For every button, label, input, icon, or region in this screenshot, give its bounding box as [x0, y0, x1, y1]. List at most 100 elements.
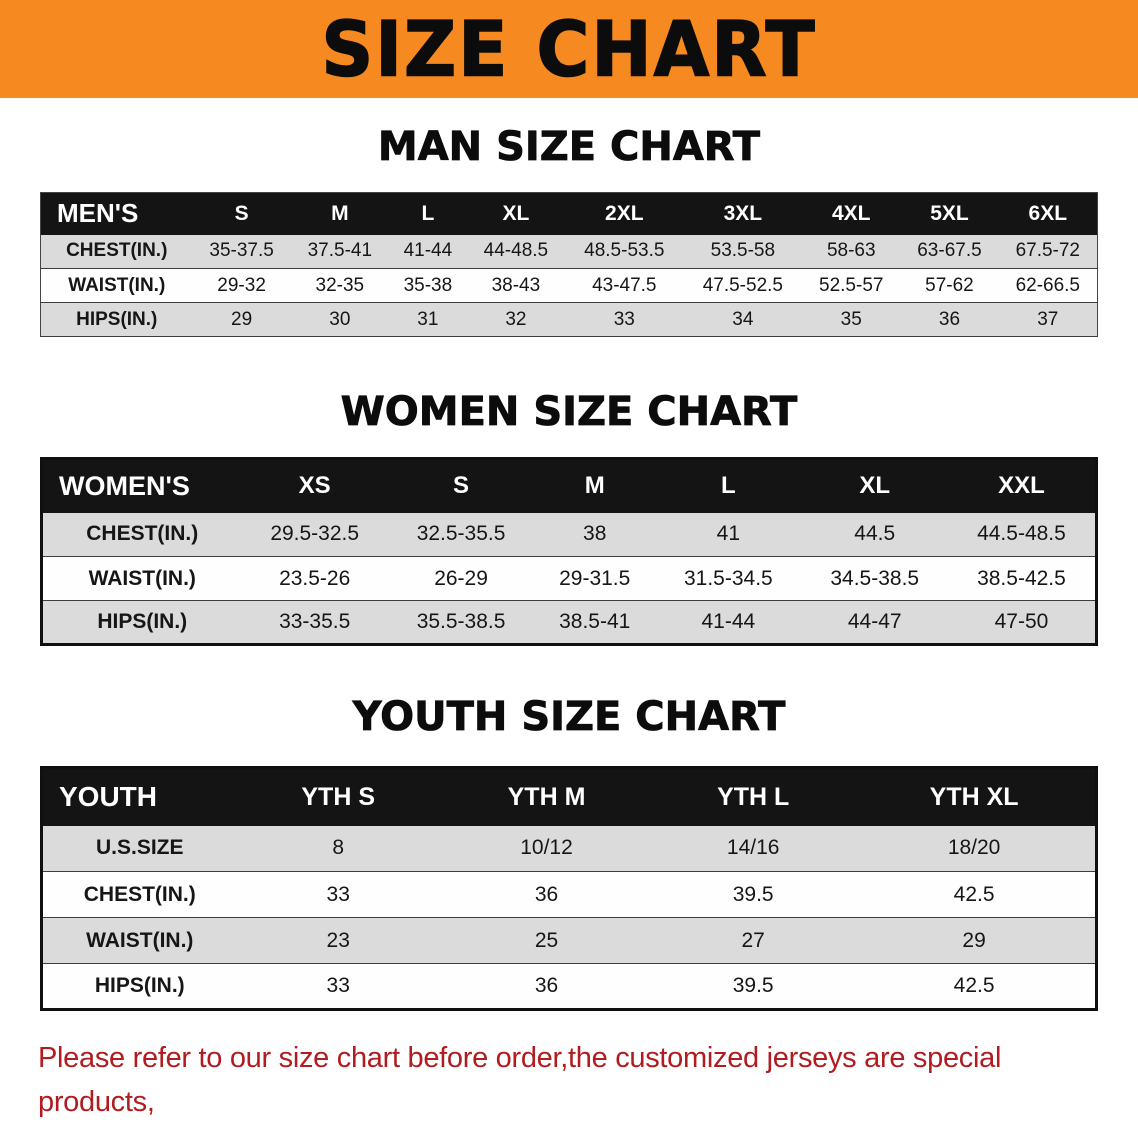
- measurement-label: HIPS(IN.): [97, 610, 188, 633]
- size-value-cell: 34: [732, 308, 754, 330]
- measurement-label: WAIST(IN.): [86, 928, 194, 952]
- youth-section-heading: YOUTH SIZE CHART: [352, 694, 786, 740]
- size-value-cell: 37: [1037, 308, 1059, 330]
- size-column-header: 4XL: [802, 192, 901, 235]
- size-value-cell: 29-31.5: [559, 566, 631, 590]
- size-column-header: YTH M: [439, 767, 654, 826]
- banner: SIZE CHART: [0, 0, 1138, 98]
- women-section-heading: WOMEN SIZE CHART: [340, 389, 798, 435]
- size-column-header: YTH XL: [853, 767, 1097, 826]
- size-value-cell: 36: [938, 308, 961, 330]
- size-value-cell: 52.5-57: [819, 274, 884, 296]
- measurement-label: CHEST(IN.): [83, 882, 196, 906]
- size-value-cell: 36: [534, 882, 559, 906]
- size-value-cell: 44-47: [847, 610, 902, 633]
- measurement-row: CHEST(IN.) 35-37.5 37.5-41 41-44 44-48.5 48.5…: [40, 234, 1098, 269]
- measurement-row: U.S.SIZE 8 10/12 14/16 18/20: [41, 825, 1097, 872]
- size-value-cell: 33: [326, 974, 350, 997]
- table-corner-label: MEN'S: [40, 192, 193, 235]
- size-column-header: 3XL: [683, 192, 803, 235]
- disclaimer-text: Please refer to our size chart before or…: [38, 1037, 1100, 1132]
- measurement-label: HIPS(IN.): [76, 308, 158, 330]
- size-value-cell: 26-29: [434, 566, 488, 590]
- size-column-header: M: [290, 192, 389, 235]
- size-value-cell: 35-37.5: [209, 240, 274, 262]
- table-head: WOMEN'S XS S M L XL XXL: [41, 458, 1097, 513]
- size-column-header: L: [388, 192, 467, 235]
- measurement-row: HIPS(IN.) 33-35.5 35.5-38.5 38.5-41 41-44 44-…: [41, 600, 1097, 645]
- measurement-label: WAIST(IN.): [68, 274, 166, 296]
- size-column-header: M: [534, 458, 656, 513]
- size-column-header: XL: [466, 192, 566, 235]
- size-value-cell: 35: [840, 308, 862, 330]
- size-value-cell: 47.5-52.5: [702, 274, 783, 296]
- men-size-section: MAN SIZE CHART MEN'S S M L XL 2XL 3XL 4XL 5XL 6XL…: [0, 126, 1138, 337]
- size-column-header: 2XL: [565, 192, 684, 235]
- table-corner-label: YOUTH: [41, 767, 237, 826]
- size-value-cell: 44.5-48.5: [977, 522, 1066, 546]
- measurement-label: CHEST(IN.): [86, 522, 199, 546]
- men-size-table: MEN'S S M L XL 2XL 3XL 4XL 5XL 6XL CHEST(IN.) 35-37…: [40, 192, 1098, 337]
- women-size-section: WOMEN SIZE CHART WOMEN'S XS S M L XL XXL CHEST(…: [0, 391, 1138, 646]
- content: MAN SIZE CHART MEN'S S M L XL 2XL 3XL 4XL 5XL 6XL…: [0, 126, 1138, 1132]
- table-head: MEN'S S M L XL 2XL 3XL 4XL 5XL 6XL: [40, 192, 1098, 235]
- measurement-label: CHEST(IN.): [66, 240, 168, 262]
- size-value-cell: 57-62: [925, 274, 974, 296]
- size-value-cell: 31: [417, 308, 439, 330]
- measurement-row: WAIST(IN.) 29-32 32-35 35-38 38-43 43-47.5 47.…: [40, 268, 1098, 303]
- size-value-cell: 23: [326, 928, 350, 952]
- women-size-table: WOMEN'S XS S M L XL XXL CHEST(IN.) 29.5-32.5 32.5…: [40, 457, 1098, 646]
- size-value-cell: 35-38: [403, 274, 453, 296]
- size-value-cell: 38-43: [491, 274, 541, 296]
- size-value-cell: 44.5: [854, 522, 896, 546]
- size-value-cell: 42.5: [953, 882, 995, 906]
- table-header-row: MEN'S S M L XL 2XL 3XL 4XL 5XL 6XL: [40, 192, 1098, 235]
- size-value-cell: 29-32: [217, 274, 266, 296]
- table-head: YOUTH YTH S YTH M YTH L YTH XL: [41, 767, 1097, 826]
- size-value-cell: 42.5: [953, 974, 995, 997]
- size-value-cell: 25: [534, 928, 559, 952]
- size-column-header: 6XL: [998, 192, 1098, 235]
- size-value-cell: 38.5-41: [559, 610, 631, 633]
- size-value-cell: 30: [329, 308, 351, 330]
- disclaimer-line-2: we don't accept cancel, change, teturn o…: [38, 1129, 1004, 1132]
- size-value-cell: 44-48.5: [483, 240, 549, 262]
- measurement-row: CHEST(IN.) 29.5-32.5 32.5-35.5 38 41 44.5 44.5…: [41, 512, 1097, 557]
- size-value-cell: 62-66.5: [1015, 274, 1081, 296]
- size-value-cell: 48.5-53.5: [584, 240, 665, 262]
- table-body: CHEST(IN.) 29.5-32.5 32.5-35.5 38 41 44.5 44.5…: [41, 512, 1097, 645]
- size-value-cell: 41: [716, 522, 741, 546]
- size-value-cell: 33: [613, 308, 635, 330]
- size-value-cell: 8: [332, 836, 345, 860]
- size-column-header: L: [655, 458, 802, 513]
- size-value-cell: 47-50: [994, 610, 1049, 633]
- page-title: SIZE CHART: [321, 4, 817, 94]
- size-value-cell: 33-35.5: [279, 610, 351, 633]
- table-body: CHEST(IN.) 35-37.5 37.5-41 41-44 44-48.5 48.5…: [40, 234, 1098, 337]
- size-value-cell: 41-44: [403, 240, 453, 262]
- table-body: U.S.SIZE 8 10/12 14/16 18/20 CHEST(IN.) 33 36 39…: [41, 825, 1097, 1010]
- size-column-header: S: [387, 458, 535, 513]
- size-value-cell: 38: [583, 522, 607, 546]
- size-value-cell: 39.5: [732, 882, 774, 906]
- size-value-cell: 32: [505, 308, 527, 330]
- size-value-cell: 18/20: [947, 836, 1001, 860]
- size-column-header: S: [192, 192, 291, 235]
- size-value-cell: 33: [326, 882, 350, 906]
- size-value-cell: 34.5-38.5: [830, 566, 920, 590]
- measurement-label: HIPS(IN.): [94, 974, 185, 997]
- measurement-row: WAIST(IN.) 23.5-26 26-29 29-31.5 31.5-34.5 34…: [41, 556, 1097, 601]
- size-value-cell: 38.5-42.5: [977, 566, 1066, 590]
- measurement-row: HIPS(IN.) 29 30 31 32 33 34 35 36 37: [40, 302, 1098, 337]
- size-value-cell: 53.5-58: [710, 240, 776, 262]
- disclaimer-line-1: Please refer to our size chart before or…: [38, 1042, 1002, 1118]
- size-column-header: XS: [241, 458, 388, 513]
- table-header-row: WOMEN'S XS S M L XL XXL: [41, 458, 1097, 513]
- size-value-cell: 31.5-34.5: [683, 566, 773, 590]
- size-value-cell: 63-67.5: [917, 240, 982, 262]
- size-value-cell: 43-47.5: [592, 274, 657, 296]
- size-value-cell: 29: [962, 928, 986, 952]
- size-value-cell: 14/16: [726, 836, 780, 860]
- size-column-header: XXL: [947, 458, 1097, 513]
